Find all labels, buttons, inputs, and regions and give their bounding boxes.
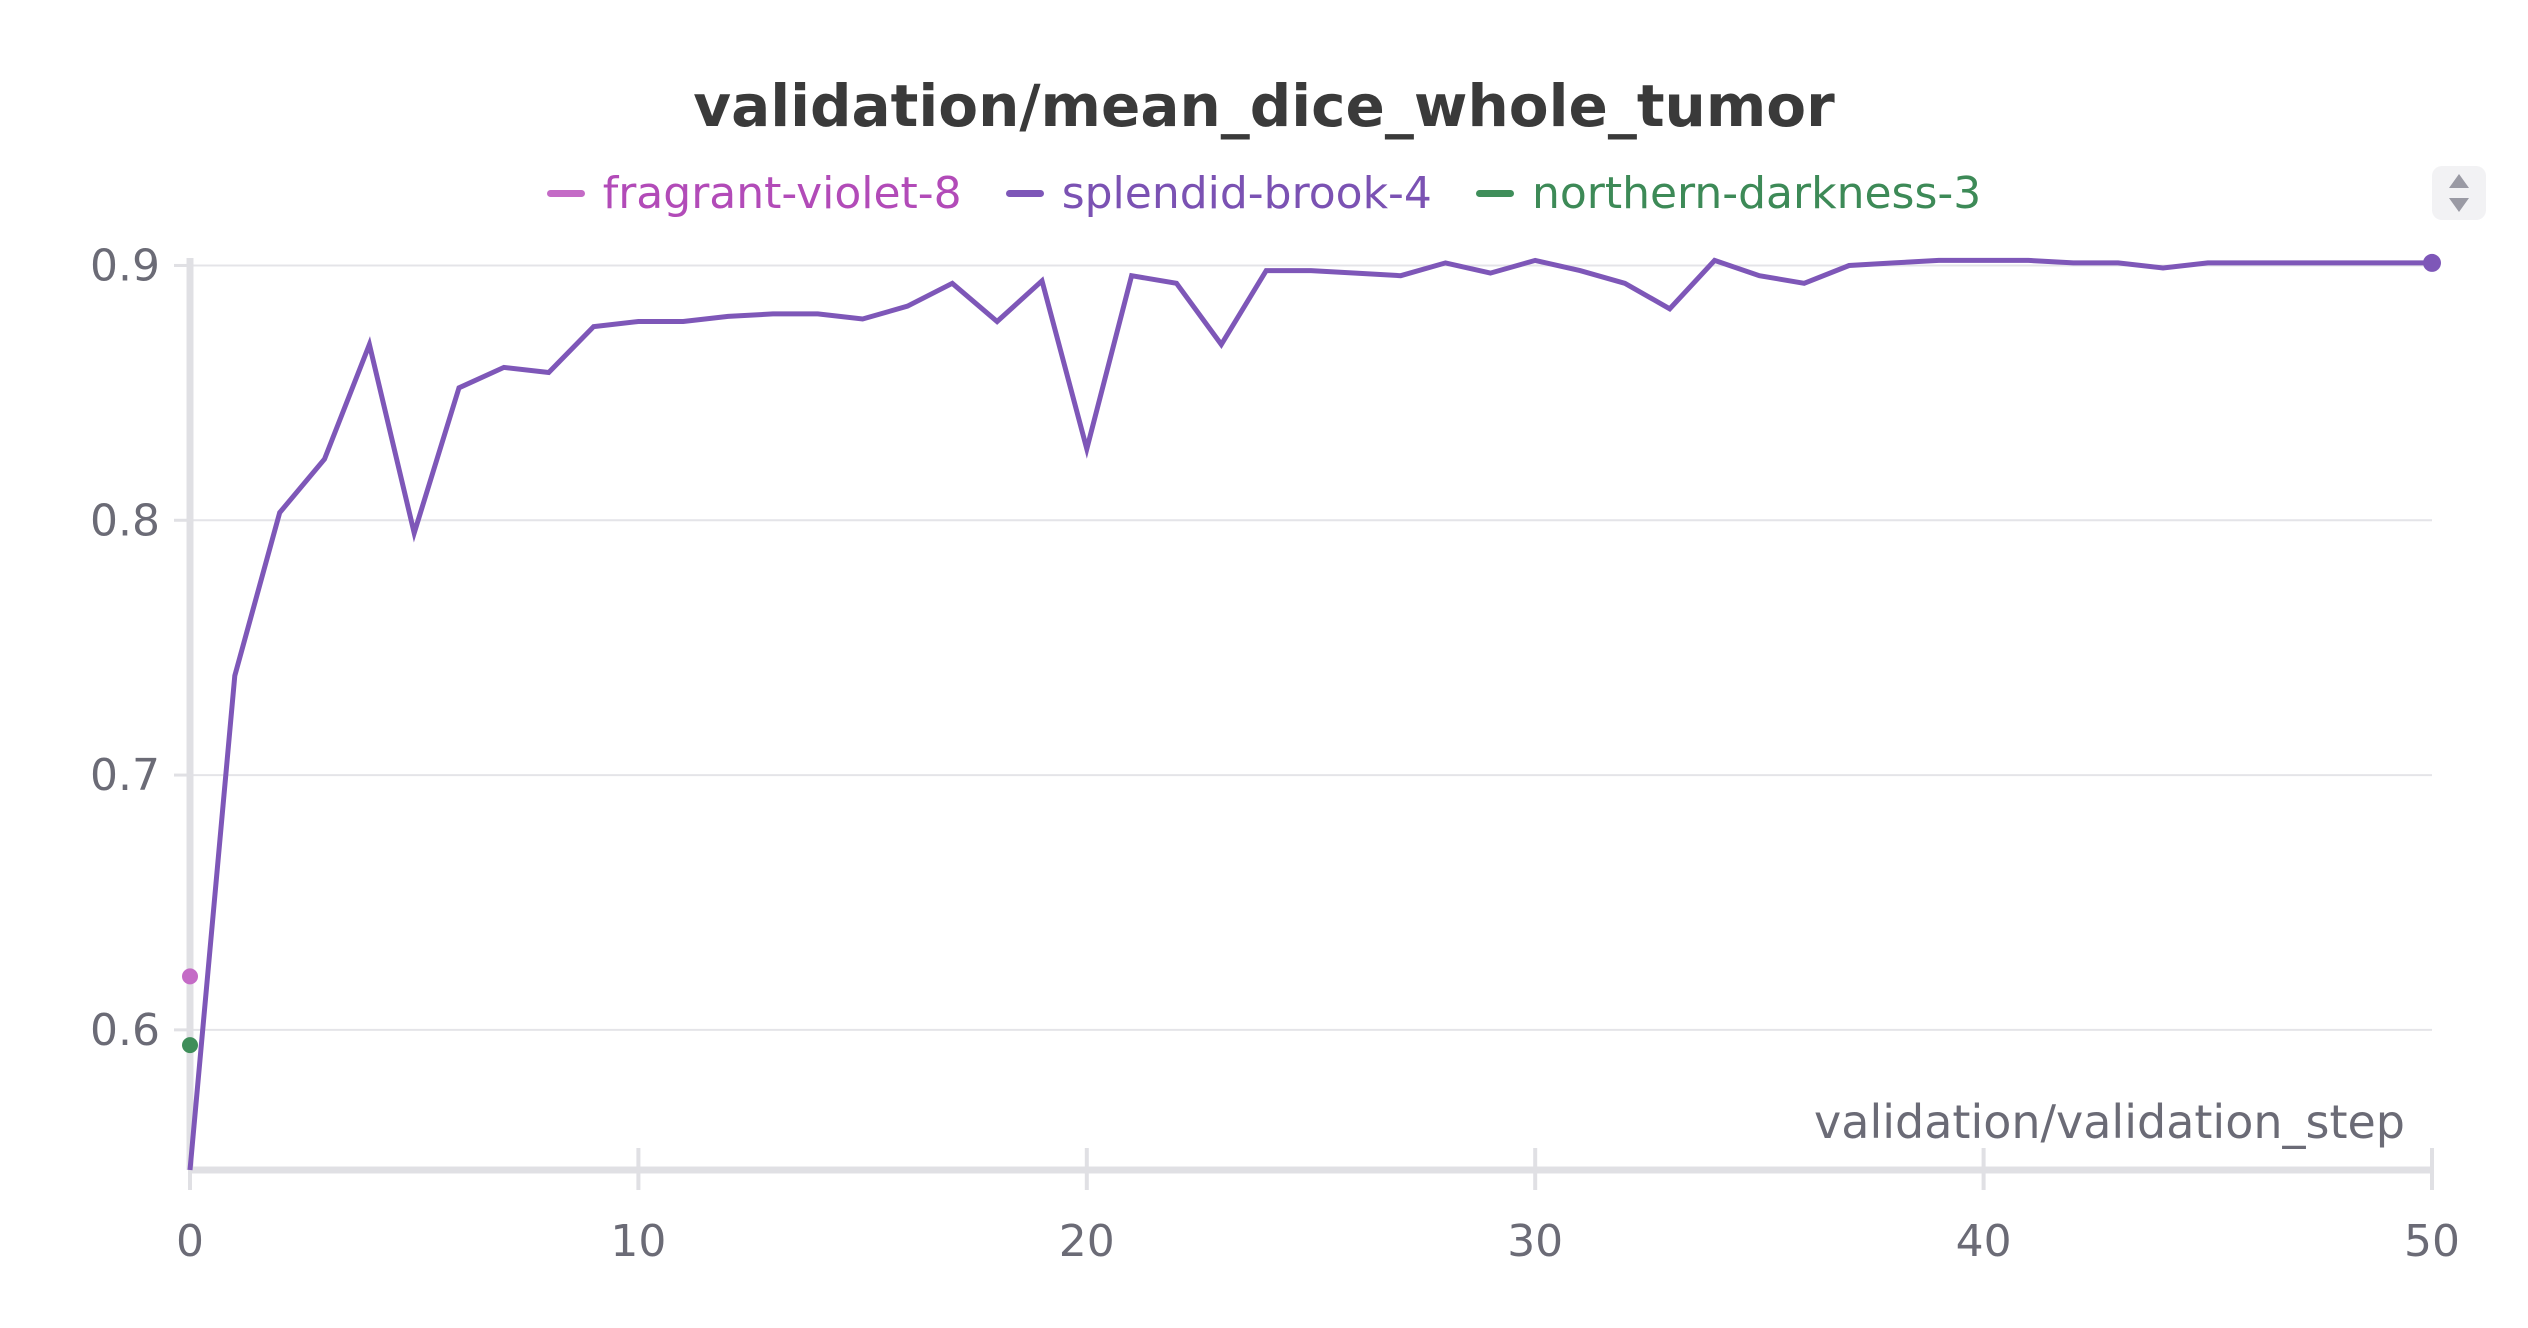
legend-item-northern-darkness-3[interactable]: northern-darkness-3 xyxy=(1475,168,1982,219)
series-fragrant-violet-8 xyxy=(182,968,198,985)
legend-label: splendid-brook-4 xyxy=(1061,168,1432,219)
x-axis-title: validation/validation_step xyxy=(1814,1095,2405,1149)
legend-item-splendid-brook-4[interactable]: splendid-brook-4 xyxy=(1005,168,1432,219)
series-end-point[interactable] xyxy=(2423,253,2441,272)
up-down-arrows-icon[interactable] xyxy=(2432,166,2486,220)
legend-swatch xyxy=(1475,190,1514,197)
legend-swatch xyxy=(1005,190,1044,197)
y-tick-label: 0.8 xyxy=(90,495,160,546)
y-tick-label: 0.7 xyxy=(90,750,160,801)
series-point[interactable] xyxy=(182,968,198,985)
legend-label: fragrant-violet-8 xyxy=(602,168,962,219)
x-tick-label: 20 xyxy=(1059,1216,1115,1267)
series-point[interactable] xyxy=(182,1037,198,1054)
legend-item-fragrant-violet-8[interactable]: fragrant-violet-8 xyxy=(546,168,962,219)
y-tick-label: 0.6 xyxy=(90,1005,160,1056)
series-northern-darkness-3 xyxy=(182,1037,198,1054)
legend-swatch xyxy=(546,190,585,197)
legend: fragrant-violet-8 splendid-brook-4 north… xyxy=(0,168,2528,219)
series-line[interactable] xyxy=(187,257,2432,1171)
x-tick-label: 30 xyxy=(1507,1216,1563,1267)
x-tick-label: 10 xyxy=(610,1216,666,1267)
legend-label: northern-darkness-3 xyxy=(1531,168,1982,219)
x-tick-label: 0 xyxy=(176,1216,204,1267)
x-tick-label: 50 xyxy=(2404,1216,2460,1267)
y-tick-label: 0.9 xyxy=(90,240,160,291)
chart-title: validation/mean_dice_whole_tumor xyxy=(693,72,1835,140)
x-tick-label: 40 xyxy=(1956,1216,2012,1267)
series-splendid-brook-4 xyxy=(187,253,2441,1171)
